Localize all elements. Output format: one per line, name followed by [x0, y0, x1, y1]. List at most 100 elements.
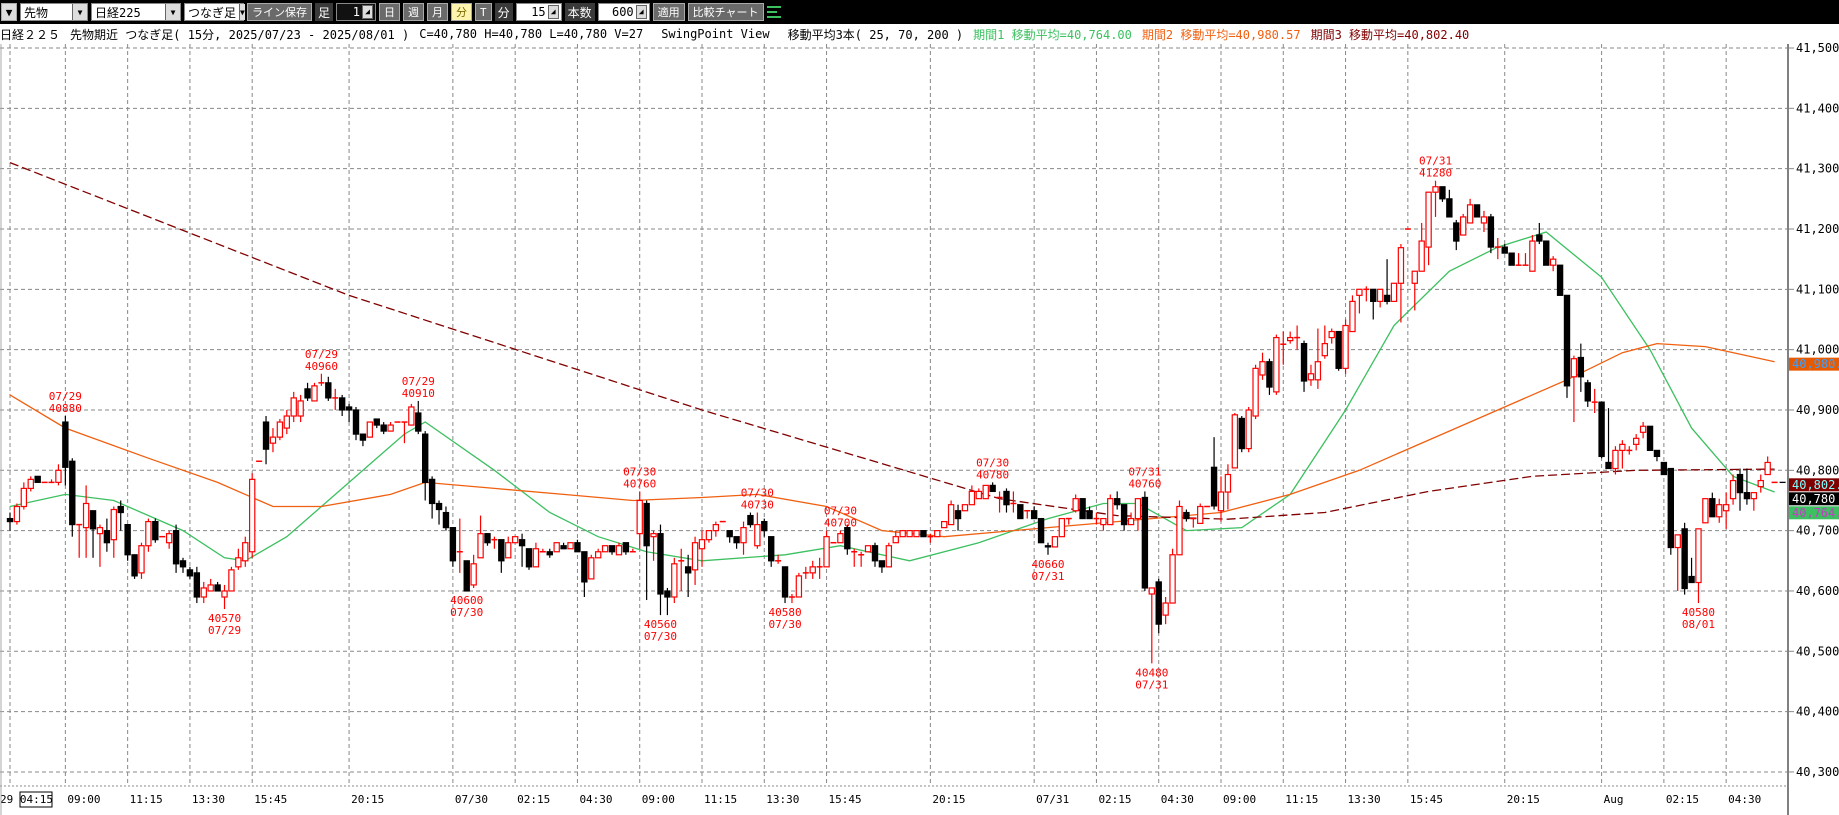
count-label: 本数 [564, 3, 595, 21]
candle-body [352, 409, 360, 435]
candle-body [1141, 496, 1149, 589]
save-lines-button[interactable]: ライン保存 [247, 3, 312, 21]
candle-body [1162, 602, 1169, 616]
chevron-down-icon: ▼ [165, 4, 180, 20]
period-day-button[interactable]: 日 [379, 3, 401, 21]
x-tick-label: 09:00 [67, 793, 100, 806]
x-tick-label: 04:30 [579, 793, 612, 806]
candle-body [1107, 498, 1114, 526]
candle-body [1667, 467, 1674, 549]
candle-body [650, 533, 657, 538]
period-week-button[interactable]: 週 [403, 3, 425, 21]
apply-button[interactable]: 適用 [652, 3, 685, 21]
candle-body [1231, 414, 1239, 469]
candle-body [484, 533, 491, 544]
candle-body [463, 560, 470, 592]
x-tick-label: 02:15 [517, 793, 550, 806]
spinner-icon[interactable]: ◢ [635, 5, 647, 19]
candle-body [1508, 252, 1515, 266]
series-select[interactable]: つなぎ足 ▼ [184, 3, 245, 21]
candle-body [359, 433, 367, 441]
swing-low-date: 07/31 [1031, 570, 1064, 583]
market-select[interactable]: 先物 ▼ [20, 3, 88, 21]
candle-body [27, 478, 34, 490]
candle-body [1536, 234, 1543, 242]
symbol-select[interactable]: 日経225 ▼ [91, 3, 181, 21]
swing-high-date: 07/30 [976, 456, 1009, 469]
y-tick-label: 41,000. [1796, 343, 1839, 357]
candle-body [1660, 461, 1668, 476]
candle-body [290, 397, 297, 417]
series-select-value: つなぎ足 [188, 5, 237, 20]
candle-body [165, 533, 173, 544]
candle-body [1259, 361, 1266, 376]
candle-body [124, 524, 131, 556]
candle-body [103, 530, 111, 544]
candle-body [422, 433, 429, 483]
x-tick-label: 09:00 [642, 793, 675, 806]
swing-high-price: 40760 [623, 477, 656, 490]
period-month-button[interactable]: 月 [427, 3, 449, 21]
candle-body [117, 505, 124, 514]
minute-input[interactable]: 15 ◢ [515, 3, 562, 21]
candle-body [435, 502, 443, 511]
candle-body [1086, 510, 1093, 520]
candle-body [428, 478, 436, 505]
candle-body [761, 520, 768, 532]
period-tick-button[interactable]: T [475, 3, 492, 21]
y-tick-label: 40,500. [1796, 644, 1839, 658]
moving-average-70-line [9, 342, 1775, 538]
candle-body [560, 545, 567, 550]
period-minute-button[interactable]: 分 [451, 3, 473, 21]
candle-body [470, 563, 477, 586]
candle-body [366, 421, 374, 438]
indicator-lines-icon[interactable] [766, 5, 783, 19]
swing-low-price: 40560 [644, 618, 677, 631]
candle-body [1736, 473, 1744, 494]
y-tick-label: 41,200. [1796, 222, 1839, 236]
candle-body [1563, 294, 1571, 387]
candle-body [242, 542, 249, 562]
ma3-value: 期間3 移動平均=40,802.40 [1310, 27, 1470, 42]
candle-body [179, 560, 187, 568]
swing-low-date: 07/29 [208, 624, 241, 637]
candle-body [1446, 198, 1453, 218]
candle-body [1300, 343, 1308, 382]
minute-value: 15 [531, 5, 546, 19]
candle-body [698, 539, 706, 550]
candle-body [34, 475, 41, 483]
spinner-icon[interactable]: ◢ [362, 5, 374, 19]
menu-dropdown-button[interactable]: ▼ [1, 3, 17, 21]
candle-body [608, 545, 616, 553]
swing-high-price: 40700 [824, 517, 857, 530]
candle-body [1681, 528, 1688, 590]
candle-body [643, 502, 650, 547]
candle-body [311, 385, 318, 402]
spinner-icon[interactable]: ◢ [547, 5, 559, 19]
candle-body [96, 527, 104, 535]
candle-body [767, 536, 775, 562]
compare-chart-button[interactable]: 比較チャート [687, 3, 764, 21]
candle-body [345, 406, 353, 411]
bar-count-input[interactable]: 1 ◢ [336, 3, 377, 21]
candle-body [380, 424, 387, 432]
swing-high-date: 07/31 [1419, 155, 1452, 168]
candle-body [145, 520, 152, 547]
x-tick-label: 11:15 [704, 793, 737, 806]
candle-body [574, 542, 581, 553]
y-tick-label: 41,100. [1796, 282, 1839, 296]
x-tick-label: 20:15 [932, 793, 965, 806]
chevron-down-icon: ▼ [72, 4, 87, 20]
candle-body [477, 533, 484, 559]
candle-body [415, 412, 422, 432]
candle-body [1695, 528, 1702, 584]
candle-body [567, 542, 574, 550]
candle-body [1127, 517, 1135, 526]
count-input[interactable]: 600 ◢ [597, 3, 650, 21]
candle-body [705, 530, 713, 541]
candle-body [1245, 409, 1252, 450]
candle-body [1176, 505, 1183, 556]
candle-body [1632, 437, 1640, 445]
candle-body [1376, 288, 1384, 302]
